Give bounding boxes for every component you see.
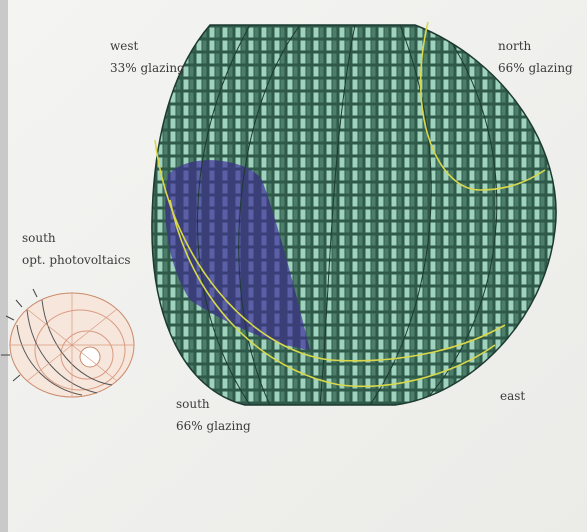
edge-strip [0,0,8,532]
meridians [197,25,498,405]
label: east [500,389,525,403]
label: south [22,231,56,245]
label: 66% glazing [176,419,251,433]
globe [151,25,557,405]
label: west [110,39,139,53]
photovoltaic-area [165,160,310,350]
label: opt. photovoltaics [22,253,131,267]
label: 33% glazing [110,61,185,75]
label: south [176,397,210,411]
label: north [498,39,532,53]
label: 66% glazing [498,61,573,75]
inset-sketch [1,288,135,398]
zone-lines [154,21,546,388]
